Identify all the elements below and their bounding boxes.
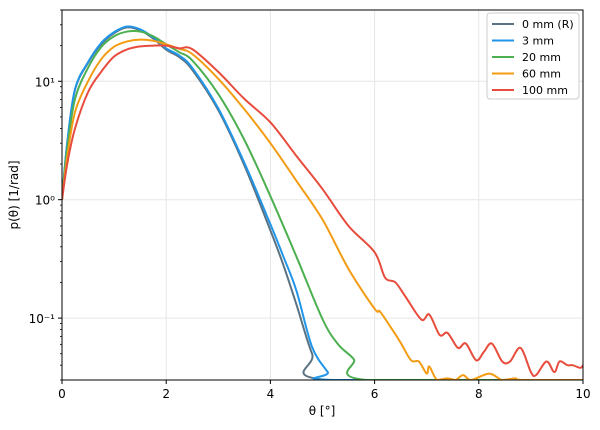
x-axis-label: θ [°] [309, 404, 336, 418]
x-tick-label: 0 [58, 387, 66, 401]
x-tick-label: 6 [371, 387, 379, 401]
legend-label: 60 mm [522, 68, 561, 81]
legend-box [486, 12, 580, 100]
legend-label: 0 mm (R) [522, 18, 574, 31]
x-tick-label: 8 [475, 387, 483, 401]
legend-label: 100 mm [522, 84, 568, 97]
x-tick-label: 4 [267, 387, 275, 401]
y-axis-label: p(θ) [1/rad] [7, 160, 21, 229]
y-tick-label: 10⁻¹ [29, 312, 56, 326]
plot-frame [61, 9, 584, 381]
series-line-4 [62, 44, 583, 378]
series-line-2 [62, 29, 583, 380]
x-tick-label: 10 [575, 387, 590, 401]
series-line-3 [62, 38, 583, 380]
x-axis-ticks: 0 2 4 6 8 10 [58, 380, 591, 401]
series-line-1 [62, 25, 583, 380]
y-tick-label: 10¹ [35, 75, 55, 89]
series-lines [62, 25, 583, 380]
y-axis-ticks: 10¹ 10⁰ 10⁻¹ [29, 75, 62, 326]
legend: 0 mm (R) 3 mm 20 mm 60 mm 100 mm [486, 12, 580, 100]
legend-label: 20 mm [522, 51, 561, 64]
y-tick-label: 10⁰ [35, 194, 55, 208]
legend-label: 3 mm [522, 35, 554, 48]
x-tick-label: 2 [162, 387, 170, 401]
